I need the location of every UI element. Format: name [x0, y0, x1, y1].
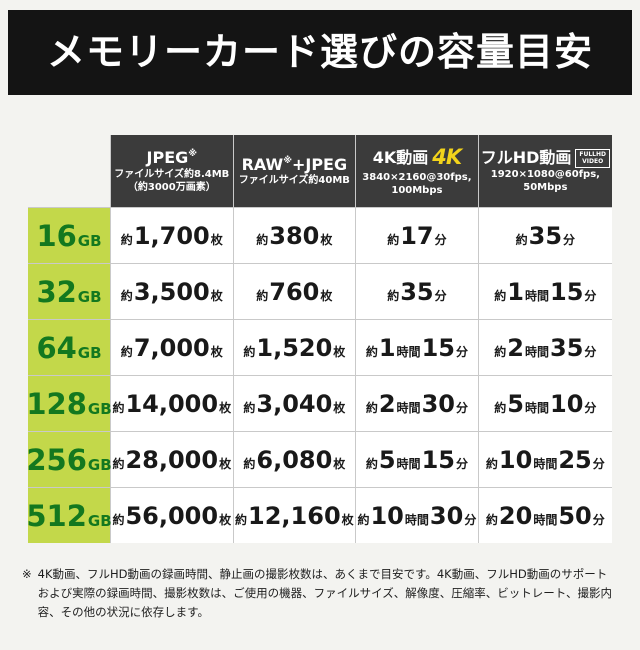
column-header: フルHD動画 FULLHD VIDEO 1920×1080@60fps, 50Mbps [478, 135, 612, 207]
row-header-capacity: 32GB [28, 264, 110, 319]
data-cell: 約12,160枚 [233, 488, 356, 543]
capacity-table: JPEG ※ ファイルサイズ約8.4MB （約3000万画素） RAW ※ +JPEG ファイ… [26, 135, 612, 543]
column-header: 4K動画 4K 3840×2160@30fps, 100Mbps [356, 135, 478, 207]
data-cell: 約1時間15分 [478, 264, 612, 319]
footnote-mark: ※ [22, 567, 32, 581]
row-header-capacity: 128GB [26, 376, 112, 431]
column-header: JPEG ※ ファイルサイズ約8.4MB （約3000万画素） [111, 135, 233, 207]
column-subtitle: ファイルサイズ約8.4MB [114, 168, 230, 180]
capacity-unit: GB [87, 455, 112, 474]
data-cell: 約380枚 [233, 208, 356, 263]
data-cell: 約2時間30分 [356, 376, 478, 431]
data-cell: 約14,000枚 [111, 376, 233, 431]
data-cell: 約3,040枚 [233, 376, 356, 431]
title-banner: メモリーカード選びの容量目安 [8, 10, 632, 95]
data-cell: 約5時間10分 [478, 376, 612, 431]
data-cell: 約28,000枚 [111, 432, 233, 487]
data-cell: 約1,520枚 [233, 320, 356, 375]
page: メモリーカード選びの容量目安 JPEG ※ ファイルサイズ約8.4MB （約3000万… [0, 10, 640, 622]
capacity-unit: GB [77, 287, 102, 306]
capacity-unit: GB [87, 399, 112, 418]
data-cell: 約10時間25分 [478, 432, 612, 487]
data-cell: 約2時間35分 [478, 320, 612, 375]
data-cell: 約17分 [356, 208, 478, 263]
data-cell: 約10時間30分 [356, 488, 478, 543]
capacity-value: 128 [26, 386, 87, 421]
row-header-capacity: 256GB [26, 432, 112, 487]
footnote-text: 4K動画、フルHD動画の録画時間、静止画の撮影枚数は、あくまで目安です。4K動画… [37, 567, 613, 619]
column-title: JPEG ※ [146, 148, 198, 168]
corner-cell [28, 135, 110, 207]
row-header-capacity: 64GB [28, 320, 110, 375]
column-header: RAW ※ +JPEG ファイルサイズ約40MB [233, 135, 356, 207]
capacity-value: 256 [26, 442, 87, 477]
data-cell: 約56,000枚 [111, 488, 233, 543]
data-cell: 約35分 [478, 208, 612, 263]
data-cell: 約3,500枚 [111, 264, 233, 319]
column-title: RAW ※ +JPEG [241, 154, 348, 174]
capacity-unit: GB [77, 343, 102, 362]
row-header-capacity: 16GB [28, 208, 110, 263]
column-title: フルHD動画 FULLHD VIDEO [481, 148, 610, 168]
data-cell: 約6,080枚 [233, 432, 356, 487]
data-cell: 約7,000枚 [111, 320, 233, 375]
column-subtitle: （約3000万画素） [127, 181, 216, 193]
capacity-value: 512 [26, 498, 87, 533]
capacity-unit: GB [87, 511, 112, 530]
column-title: 4K動画 4K [372, 145, 462, 170]
fullhd-video-badge: FULLHD VIDEO [575, 148, 610, 168]
data-cell: 約760枚 [233, 264, 356, 319]
data-cell: 約35分 [356, 264, 478, 319]
page-title: メモリーカード選びの容量目安 [46, 30, 593, 74]
column-subtitle: 100Mbps [391, 184, 443, 196]
4k-badge: 4K [432, 145, 462, 170]
data-cell: 約1時間15分 [356, 320, 478, 375]
capacity-value: 64 [36, 330, 77, 365]
column-subtitle: ファイルサイズ約40MB [238, 175, 350, 187]
data-cell: 約5時間15分 [356, 432, 478, 487]
column-subtitle: 3840×2160@30fps, [362, 171, 472, 183]
data-cell: 約20時間50分 [478, 488, 612, 543]
row-header-capacity: 512GB [26, 488, 112, 543]
data-cell: 約1,700枚 [111, 208, 233, 263]
capacity-value: 16 [36, 218, 77, 253]
capacity-value: 32 [36, 274, 77, 309]
footnote: ※ 4K動画、フルHD動画の録画時間、静止画の撮影枚数は、あくまで目安です。4K… [22, 565, 618, 622]
capacity-unit: GB [77, 231, 102, 250]
column-subtitle: 1920×1080@60fps, [490, 168, 600, 180]
column-subtitle: 50Mbps [523, 181, 568, 193]
